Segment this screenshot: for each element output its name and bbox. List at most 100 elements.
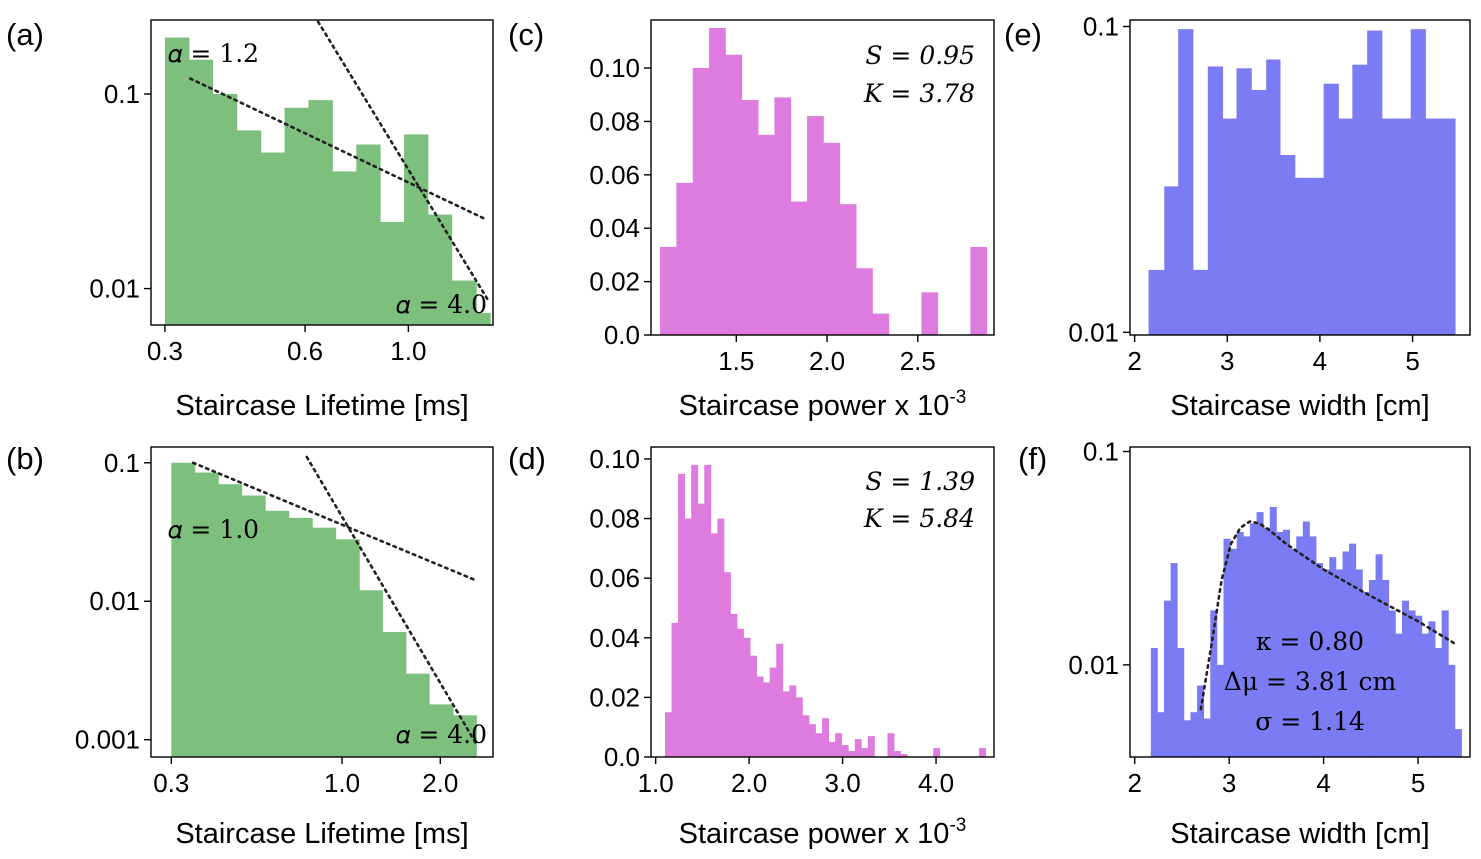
histogram-bar bbox=[1454, 729, 1462, 757]
panel-c-chart: 1.5 2.0 2.5 0.0 0.02 0.04 0.06 0.08 0.10 Staircas… bbox=[589, 19, 995, 422]
plot-frame bbox=[150, 19, 494, 326]
histogram-bar bbox=[790, 201, 808, 335]
x-tick-label: 0.3 bbox=[153, 768, 189, 798]
x-tick-label: 0.3 bbox=[147, 336, 183, 366]
histogram-bar bbox=[1316, 563, 1324, 757]
plot-frame bbox=[650, 446, 995, 758]
histogram-bar bbox=[709, 28, 726, 335]
histogram-bar bbox=[218, 484, 243, 757]
histogram-bar bbox=[1280, 155, 1296, 335]
y-tick-label: 0.01 bbox=[89, 586, 140, 616]
histogram-bar bbox=[1323, 83, 1339, 335]
y-tick-label: 0.01 bbox=[89, 274, 140, 304]
histogram-bar bbox=[1435, 647, 1443, 757]
histogram-bar bbox=[1256, 512, 1264, 757]
y-tick-label: 0.08 bbox=[589, 106, 640, 136]
y-tick-label: 0.02 bbox=[589, 267, 640, 297]
x-tick-label: 1.0 bbox=[324, 768, 360, 798]
histogram-bar bbox=[265, 510, 290, 757]
histogram-bar bbox=[1251, 89, 1267, 335]
histogram-bar bbox=[1388, 610, 1396, 757]
histogram-bar bbox=[260, 152, 285, 325]
y-tick-label: 0.06 bbox=[589, 563, 640, 593]
histogram-bar bbox=[1428, 621, 1436, 757]
x-axis-label-exponent: -3 bbox=[949, 387, 966, 408]
x-axis-label: Staircase power x 10-3 bbox=[679, 815, 967, 850]
x-tick-label: 5 bbox=[1411, 768, 1425, 798]
histogram-bar bbox=[769, 667, 777, 757]
panel-label-f: (f) bbox=[1018, 441, 1047, 476]
histogram-bar bbox=[894, 751, 901, 757]
histogram-bar bbox=[676, 182, 694, 335]
histogram-bar bbox=[212, 93, 238, 326]
panel-b-bars bbox=[171, 462, 477, 757]
annotation-text: S = 0.95 bbox=[865, 41, 975, 70]
histogram-bar bbox=[900, 754, 908, 757]
histogram-bar bbox=[763, 682, 771, 757]
y-tick-label: 0.08 bbox=[589, 504, 640, 534]
histogram-bar bbox=[861, 748, 869, 757]
panel-b-chart: 0.3 1.0 2.0 0.001 0.01 0.1 Staircase Lifetime … bbox=[75, 446, 494, 850]
panel-e-chart: 2 3 4 5 0.01 0.1 Staircase width [cm] bbox=[1068, 11, 1471, 422]
histogram-bar bbox=[717, 518, 725, 757]
histogram-bar bbox=[359, 590, 383, 757]
annotation-text: S = 1.39 bbox=[865, 467, 975, 496]
histogram-bar bbox=[756, 676, 764, 757]
x-tick-label: 4 bbox=[1313, 346, 1327, 376]
histogram-bar bbox=[665, 712, 672, 757]
histogram-bar bbox=[1236, 531, 1244, 757]
annotation-text: κ = 0.80 bbox=[1256, 627, 1364, 656]
x-tick-label: 1.0 bbox=[390, 336, 426, 366]
panel-label-b: (b) bbox=[6, 441, 44, 476]
x-tick-label: 2 bbox=[1127, 768, 1141, 798]
histogram-bar bbox=[1207, 66, 1224, 335]
histogram-bar bbox=[1170, 563, 1178, 757]
histogram-bar bbox=[312, 527, 337, 757]
panel-c-bars bbox=[660, 28, 988, 336]
histogram-bar bbox=[730, 613, 738, 757]
histogram-bar bbox=[660, 246, 677, 335]
y-tick-label: 0.0 bbox=[604, 742, 640, 772]
x-tick-label: 2.0 bbox=[731, 768, 767, 798]
histogram-bar bbox=[1157, 712, 1165, 757]
histogram-bar bbox=[1249, 523, 1257, 757]
histogram-bar bbox=[795, 697, 803, 757]
histogram-bar bbox=[1342, 551, 1350, 757]
histogram-bar bbox=[1375, 554, 1383, 757]
histogram-bar bbox=[1355, 569, 1363, 757]
annotation-text: K = 5.84 bbox=[863, 504, 975, 533]
x-axis-label: Staircase Lifetime [ms] bbox=[175, 390, 468, 422]
x-axis-label: Staircase width [cm] bbox=[1170, 818, 1429, 850]
histogram-bar bbox=[743, 637, 751, 757]
histogram-bar bbox=[1230, 548, 1238, 757]
histogram-bar bbox=[1177, 647, 1185, 757]
histogram-bar bbox=[1263, 527, 1271, 757]
histogram-bar bbox=[684, 518, 692, 757]
histogram-bar bbox=[789, 685, 797, 757]
histogram-bar bbox=[1308, 177, 1325, 335]
histogram-bar bbox=[776, 643, 784, 757]
panel-d-bars bbox=[665, 464, 986, 757]
annotation-text: σ = 1.14 bbox=[1255, 707, 1365, 736]
histogram-bar bbox=[1402, 600, 1410, 757]
histogram-bar bbox=[704, 464, 712, 757]
histogram-bar bbox=[1352, 64, 1368, 335]
histogram-bar bbox=[1222, 118, 1237, 335]
x-tick-label: 1.0 bbox=[638, 768, 674, 798]
fit-line bbox=[191, 461, 479, 583]
histogram-bar bbox=[887, 733, 895, 757]
histogram-bar bbox=[867, 736, 875, 757]
histogram-bar bbox=[1362, 591, 1370, 757]
x-axis-label: Staircase width [cm] bbox=[1170, 390, 1429, 422]
histogram-bar bbox=[808, 724, 816, 757]
y-tick-label: 0.1 bbox=[1083, 437, 1119, 467]
histogram-bar bbox=[356, 144, 381, 325]
histogram-bar bbox=[1329, 557, 1337, 757]
histogram-bar bbox=[856, 268, 873, 335]
histogram-bar bbox=[476, 312, 491, 325]
y-tick-label: 0.1 bbox=[1083, 11, 1119, 41]
histogram-bar bbox=[429, 704, 454, 757]
histogram-bar bbox=[380, 221, 405, 325]
histogram-bar bbox=[725, 54, 743, 335]
